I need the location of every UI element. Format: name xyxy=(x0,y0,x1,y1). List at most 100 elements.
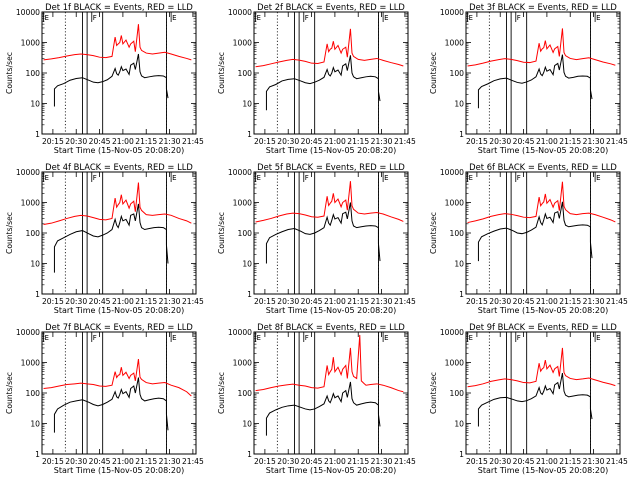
series-events-line xyxy=(265,55,381,111)
flag-label: E xyxy=(45,14,49,22)
y-tick-label: 10000 xyxy=(228,168,252,177)
y-tick-label: 1000 xyxy=(21,199,40,208)
chart-title: Det 2f BLACK = Events, RED = LLD xyxy=(257,2,405,12)
x-tick-label: 21:00 xyxy=(112,297,134,306)
x-tick-label: 21:00 xyxy=(324,137,346,146)
x-axis-label: Start Time (15-Nov-05 20:08:20) xyxy=(478,146,608,155)
y-tick-label: 1 xyxy=(459,290,464,299)
flag-label: E xyxy=(384,174,388,182)
detector-plot-3f: Det 3f BLACK = Events, RED = LLD 1 10 100 10… xyxy=(429,2,628,155)
detector-plot-6f: Det 6f BLACK = Events, RED = LLD 1 10 100 10… xyxy=(429,162,628,315)
y-tick-label: 100 xyxy=(450,69,465,78)
x-tick-label: 21:15 xyxy=(347,297,369,306)
flag-label: E xyxy=(384,334,388,342)
y-tick-label: 1000 xyxy=(233,199,252,208)
y-tick-label: 100 xyxy=(26,389,41,398)
x-tick-label: 21:30 xyxy=(371,137,393,146)
y-tick-label: 10 xyxy=(454,100,464,109)
y-axis-label: Counts/sec xyxy=(5,52,14,94)
series-events-line xyxy=(53,377,169,433)
x-axis-label: Start Time (15-Nov-05 20:08:20) xyxy=(54,146,184,155)
y-tick-label: 10 xyxy=(242,260,252,269)
x-tick-label: 20:45 xyxy=(513,457,535,466)
flag-label: F xyxy=(517,334,521,342)
series-events-line xyxy=(477,54,593,109)
y-tick-label: 1000 xyxy=(233,39,252,48)
flag-label: E xyxy=(596,334,600,342)
series-lld-line xyxy=(467,181,616,224)
x-tick-label: 21:00 xyxy=(536,137,558,146)
y-axis-label: Counts/sec xyxy=(217,212,226,254)
detector-plot-2f: Det 2f BLACK = Events, RED = LLD 1 10 100 10… xyxy=(217,2,416,155)
y-tick-label: 10 xyxy=(454,260,464,269)
x-tick-label: 21:45 xyxy=(394,457,416,466)
detector-plot-5f: Det 5f BLACK = Events, RED = LLD 1 10 100 10… xyxy=(217,162,416,315)
y-tick-label: 1 xyxy=(247,290,252,299)
detector-plot-7f: Det 7f BLACK = Events, RED = LLD 1 10 100 10… xyxy=(5,322,204,475)
y-tick-label: 10000 xyxy=(440,328,464,337)
x-tick-label: 21:30 xyxy=(583,137,605,146)
x-tick-label: 20:15 xyxy=(254,457,276,466)
x-tick-label: 20:30 xyxy=(65,137,87,146)
x-axis-label: Start Time (15-Nov-05 20:08:20) xyxy=(266,146,396,155)
flag-label: F xyxy=(93,14,97,22)
x-tick-label: 20:30 xyxy=(277,457,299,466)
x-tick-label: 20:45 xyxy=(89,297,111,306)
flag-label: F xyxy=(305,334,309,342)
x-tick-label: 20:15 xyxy=(42,457,64,466)
chart-title: Det 4f BLACK = Events, RED = LLD xyxy=(45,162,193,172)
chart-title: Det 1f BLACK = Events, RED = LLD xyxy=(45,2,193,12)
y-tick-label: 1 xyxy=(35,290,40,299)
x-tick-label: 21:15 xyxy=(135,457,157,466)
x-tick-label: 21:15 xyxy=(559,137,581,146)
x-tick-label: 20:15 xyxy=(466,457,488,466)
x-tick-label: 21:45 xyxy=(606,297,628,306)
x-tick-label: 20:15 xyxy=(42,297,64,306)
x-tick-label: 21:45 xyxy=(606,457,628,466)
y-tick-label: 1000 xyxy=(445,39,464,48)
series-events-line xyxy=(53,53,169,107)
series-lld-line xyxy=(255,28,404,68)
y-tick-label: 10000 xyxy=(228,328,252,337)
y-tick-label: 1000 xyxy=(445,199,464,208)
y-axis-label: Counts/sec xyxy=(217,372,226,414)
chart-title: Det 8f BLACK = Events, RED = LLD xyxy=(257,322,405,332)
flag-label: E xyxy=(596,174,600,182)
y-tick-label: 100 xyxy=(26,229,41,238)
flag-label: E xyxy=(469,14,473,22)
x-tick-label: 21:45 xyxy=(182,457,204,466)
y-axis-label: Counts/sec xyxy=(217,52,226,94)
x-tick-label: 21:15 xyxy=(347,137,369,146)
x-tick-label: 20:15 xyxy=(466,297,488,306)
flag-label: E xyxy=(469,334,473,342)
x-tick-label: 21:15 xyxy=(347,457,369,466)
y-tick-label: 10000 xyxy=(228,8,252,17)
y-tick-label: 10 xyxy=(242,100,252,109)
y-tick-label: 1000 xyxy=(445,359,464,368)
x-tick-label: 20:45 xyxy=(89,457,111,466)
x-tick-label: 21:30 xyxy=(371,297,393,306)
x-tick-label: 21:45 xyxy=(394,137,416,146)
y-tick-label: 100 xyxy=(26,69,41,78)
y-tick-label: 100 xyxy=(450,229,465,238)
chart-title: Det 9f BLACK = Events, RED = LLD xyxy=(469,322,617,332)
y-tick-label: 1 xyxy=(35,130,40,139)
flag-label: F xyxy=(93,174,97,182)
y-axis-label: Counts/sec xyxy=(429,372,438,414)
y-tick-label: 1 xyxy=(459,130,464,139)
flag-label: F xyxy=(517,14,521,22)
x-tick-label: 21:30 xyxy=(583,457,605,466)
flag-label: E xyxy=(172,14,176,22)
x-tick-label: 20:30 xyxy=(277,297,299,306)
y-tick-label: 100 xyxy=(450,389,465,398)
y-tick-label: 1 xyxy=(247,450,252,459)
flag-label: E xyxy=(257,14,261,22)
x-tick-label: 20:30 xyxy=(277,137,299,146)
y-tick-label: 10 xyxy=(30,420,40,429)
flag-label: E xyxy=(45,174,49,182)
y-axis-label: Counts/sec xyxy=(5,372,14,414)
x-tick-label: 21:30 xyxy=(159,457,181,466)
x-tick-label: 21:00 xyxy=(112,457,134,466)
